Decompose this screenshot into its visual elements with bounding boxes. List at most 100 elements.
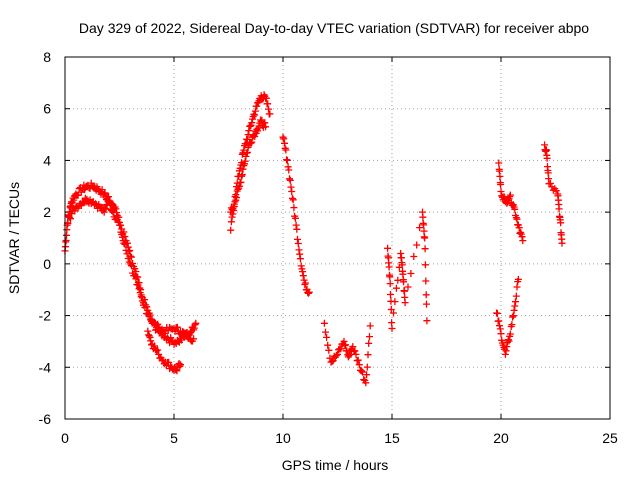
data-point — [423, 300, 430, 308]
data-point — [238, 171, 246, 179]
data-point — [237, 178, 245, 186]
data-point — [284, 163, 292, 171]
data-point — [497, 181, 505, 188]
data-point — [497, 330, 505, 338]
data-point — [287, 183, 295, 191]
data-point — [239, 165, 247, 173]
data-point — [359, 368, 367, 376]
data-point — [410, 253, 418, 260]
data-point — [354, 356, 362, 364]
data-point — [391, 298, 399, 306]
data-point — [496, 325, 504, 333]
data-point — [302, 279, 309, 287]
data-point — [296, 250, 304, 258]
data-point — [283, 156, 291, 164]
data-point — [261, 119, 269, 127]
x-axis-label: GPS time / hours — [282, 457, 389, 473]
data-point — [167, 334, 175, 342]
data-point — [92, 200, 99, 208]
data-point — [334, 350, 341, 358]
y-tick-label: 6 — [43, 101, 51, 117]
data-point — [67, 215, 74, 223]
y-tick-label: 8 — [43, 49, 51, 65]
data-point — [70, 196, 78, 204]
data-point — [285, 166, 293, 174]
data-point — [294, 240, 302, 247]
data-point — [511, 205, 519, 213]
data-point — [363, 371, 371, 379]
data-point — [506, 191, 514, 199]
data-point — [400, 278, 408, 286]
data-point — [386, 280, 394, 288]
data-point — [504, 336, 512, 344]
data-point — [243, 148, 251, 156]
data-point — [280, 135, 288, 143]
data-point — [422, 277, 430, 285]
data-point — [510, 306, 518, 314]
data-point — [328, 357, 336, 365]
data-point — [506, 193, 514, 201]
data-point — [342, 341, 349, 349]
data-point — [413, 241, 421, 249]
data-point — [422, 291, 430, 299]
data-point — [262, 94, 270, 102]
data-point — [419, 213, 427, 221]
data-point — [243, 149, 251, 157]
x-tick-labels: 0 5 10 15 20 25 — [61, 430, 618, 446]
data-point — [145, 332, 153, 340]
y-tick-label: -4 — [39, 359, 52, 375]
data-point — [388, 319, 396, 327]
data-point — [493, 310, 501, 317]
data-point — [192, 319, 200, 327]
y-tick-label: -2 — [39, 308, 52, 324]
data-point — [358, 367, 365, 375]
data-point — [100, 208, 108, 216]
y-tick-label: -6 — [39, 411, 52, 427]
data-point — [340, 337, 348, 345]
data-point — [134, 273, 142, 281]
data-point — [137, 291, 145, 299]
data-point — [299, 272, 307, 280]
data-point — [288, 188, 296, 195]
data-point — [126, 252, 134, 260]
data-point — [242, 152, 250, 160]
data-point — [503, 343, 511, 351]
data-point — [388, 325, 396, 332]
data-point — [235, 182, 243, 190]
data-point — [505, 337, 513, 345]
data-point — [238, 172, 246, 180]
data-point — [384, 244, 392, 252]
data-point — [233, 194, 240, 202]
data-point — [365, 339, 373, 347]
data-point — [245, 127, 253, 135]
data-point — [102, 205, 110, 212]
data-point — [101, 189, 109, 197]
data-point — [293, 225, 301, 233]
y-axis-label: SDTVAR / TECUs — [6, 182, 22, 294]
data-point — [128, 253, 135, 261]
x-tick-label: 25 — [602, 430, 618, 446]
data-point — [496, 172, 504, 180]
data-point — [253, 102, 261, 110]
data-point — [301, 281, 309, 288]
data-point — [400, 287, 408, 295]
data-point — [295, 246, 303, 254]
data-point — [120, 228, 128, 236]
data-point — [495, 159, 503, 167]
data-point — [227, 226, 235, 234]
data-point — [248, 138, 256, 146]
data-point — [514, 275, 522, 283]
data-point — [246, 122, 254, 130]
data-point — [390, 309, 397, 317]
data-point — [349, 343, 357, 351]
data-point — [124, 243, 132, 251]
chart-title: Day 329 of 2022, Sidereal Day-to-day VTE… — [79, 20, 589, 36]
data-point — [266, 110, 274, 118]
data-point — [177, 361, 184, 369]
data-point — [364, 351, 372, 359]
data-point — [294, 235, 301, 243]
data-point — [74, 191, 82, 199]
data-point — [512, 292, 520, 300]
data-point — [247, 139, 255, 147]
data-point — [173, 367, 181, 375]
